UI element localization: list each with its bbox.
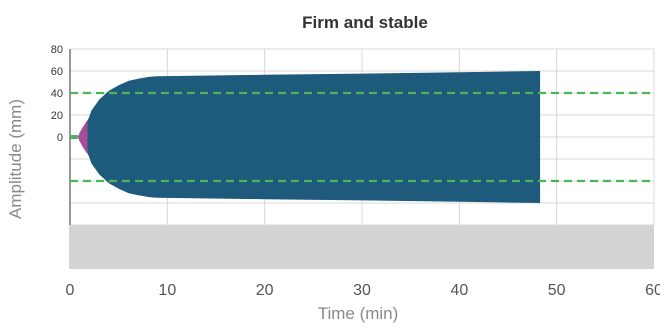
x-tick-label-50: 50 [548,282,566,299]
x-tick-label-30: 30 [353,282,371,299]
x-tick-label-0: 0 [66,282,75,299]
clot-amplitude-area [87,71,541,203]
y-tick-label-80: 80 [51,44,63,56]
initial-clot-area [77,117,90,157]
y-axis-label: Amplitude (mm) [6,99,25,219]
lower-band [69,225,654,269]
chart-title: Firm and stable [302,13,428,32]
x-tick-label-60: 60 [645,282,660,299]
y-tick-label-60: 60 [51,66,63,78]
y-tick-label-20: 20 [51,110,63,122]
x-axis-label: Time (min) [318,304,399,323]
reference-lines [70,91,654,183]
x-tick-label-20: 20 [256,282,274,299]
ticks: 0 20 40 60 80 0 10 20 30 40 50 60 [51,44,660,299]
y-tick-label-40: 40 [51,88,63,100]
plot-area [70,71,541,203]
x-tick-label-40: 40 [450,282,468,299]
y-tick-label-0: 0 [57,132,63,144]
x-tick-label-10: 10 [158,282,176,299]
